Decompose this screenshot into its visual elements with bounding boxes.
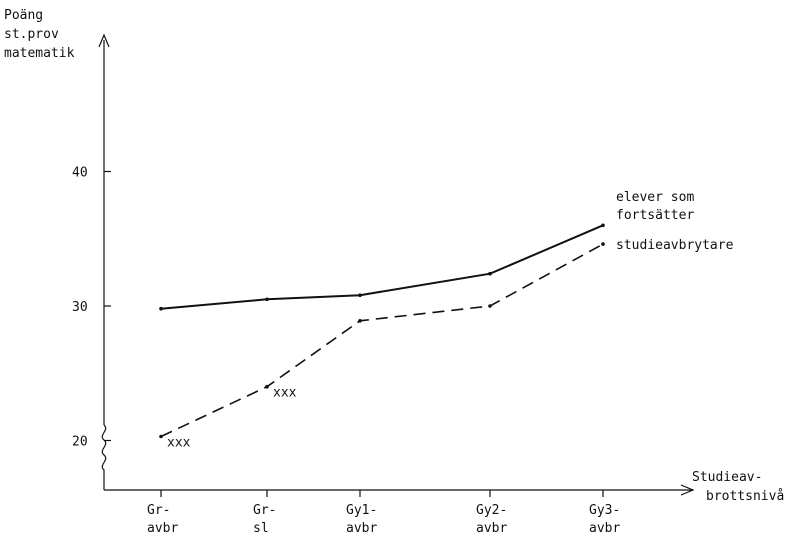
x-tick-label-0-0: Gr- [147, 503, 170, 518]
x-tick-label-3-0: Gy2- [476, 503, 507, 518]
x-tick-label-1-0: Gr- [253, 503, 276, 518]
x-axis-title-line-1: Studieav- [692, 470, 762, 485]
y-tick-label-40: 40 [72, 166, 88, 181]
x-axis-title-line-2: brottsnivå [706, 489, 784, 504]
x-tick-label-2-1: avbr [346, 521, 377, 536]
x-axis-arrow [680, 484, 695, 496]
series-1-point-3 [488, 304, 492, 308]
x-tick-label-0-1: avbr [147, 521, 178, 536]
x-ticks: Gr-avbr Gr-sl Gy1- avbr Gy2- avbr Gy3- avbr [147, 490, 620, 536]
y-axis-title-line-3: matematik [4, 46, 75, 61]
legend-label-continuing-line-2: fortsätter [616, 208, 694, 223]
x-tick-label-4-1: avbr [589, 521, 620, 536]
series-0-point-2 [358, 293, 362, 298]
legend-label-dropouts: studieavbrytare [616, 238, 734, 253]
x-tick-label-4-0: Gy3- [589, 503, 620, 518]
y-tick-label-20: 20 [72, 435, 88, 450]
series-line-0 [160, 224, 604, 310]
legend-label-continuing-line-1: elever som [616, 190, 694, 205]
series-line-1 [160, 243, 604, 438]
annotations: xxx xxx [167, 386, 297, 451]
y-tick-label-30: 30 [72, 300, 88, 315]
y-axis-title-line-1: Poäng [4, 8, 43, 23]
series-1-point-0 [159, 434, 163, 439]
series-1-point-1 [265, 384, 269, 389]
annotation-1: xxx [273, 386, 297, 401]
series-0-point-1 [265, 297, 269, 302]
x-tick-label-1-1: sl [253, 521, 269, 536]
series-group [159, 223, 605, 439]
series-0-point-3 [488, 271, 492, 276]
series-0-point-0 [159, 306, 163, 311]
annotation-0: xxx [167, 435, 191, 450]
y-ticks: 20 30 40 [72, 166, 111, 450]
x-tick-label-3-1: avbr [476, 521, 507, 536]
series-0-point-4 [601, 223, 605, 228]
series-1-point-2 [358, 319, 362, 323]
y-axis-break [101, 424, 107, 490]
x-tick-label-2-0: Gy1- [346, 503, 377, 518]
y-axis-title-line-2: st.prov [4, 27, 59, 42]
series-1-point-4 [601, 242, 605, 246]
axes [98, 33, 695, 496]
y-axis-arrow [98, 33, 110, 48]
